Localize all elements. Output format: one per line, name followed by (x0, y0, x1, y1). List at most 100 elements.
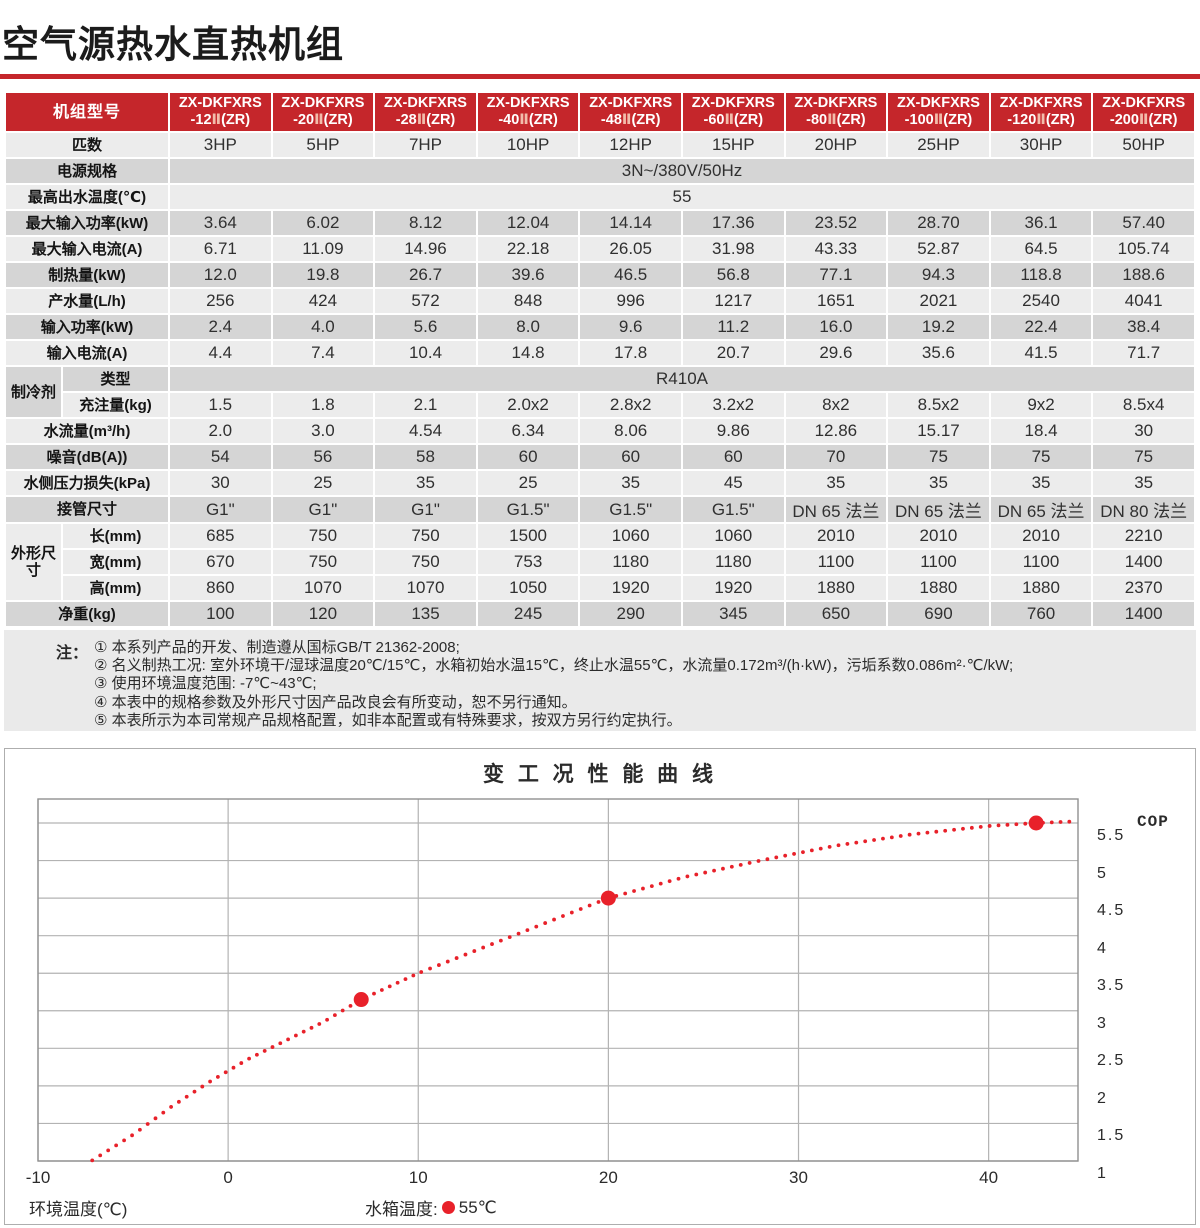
performance-chart-panel: 变 工 况 性 能 曲 线 5.5 5 4.5 4 3.5 3 2.5 2 1.5 1 COP -10… (4, 748, 1196, 1225)
value-cell: 5HP (272, 133, 374, 157)
value-cell: 860 (170, 576, 271, 600)
value-cell: 41.5 (990, 341, 1092, 365)
value-cell: G1.5" (580, 497, 681, 522)
roman-numeral: Ⅱ (314, 112, 324, 128)
value-cell: 1070 (375, 576, 476, 600)
x-tick-label: 10 (408, 1168, 428, 1187)
value-cell: 2370 (1093, 576, 1194, 600)
value-cell: 1100 (785, 550, 887, 574)
roman-numeral: Ⅱ (416, 112, 427, 128)
value-cell: DN 80 法兰 (1093, 497, 1194, 522)
y-tick-label: 1.5 (1097, 1127, 1126, 1145)
value-cell: 118.8 (990, 263, 1092, 287)
value-cell: 75 (888, 445, 989, 469)
merged-value: 3N~/380V/50Hz (170, 159, 1194, 183)
value-cell: 70 (785, 445, 887, 469)
value-cell: 12.86 (785, 419, 887, 443)
value-cell: 25 (272, 471, 374, 495)
value-cell: 20.7 (682, 341, 784, 365)
value-cell: 75 (990, 445, 1092, 469)
model-header: ZX-DKFXRS -200Ⅱ(ZR) (1093, 93, 1194, 131)
value-cell: 1050 (477, 576, 579, 600)
row-label: 水流量(m³/h) (6, 419, 169, 443)
value-cell: 15HP (682, 133, 784, 157)
value-cell: 17.36 (682, 211, 784, 235)
value-cell: 3.64 (170, 211, 271, 235)
value-cell: 54 (170, 445, 271, 469)
note-line: ① 本系列产品的开发、制造遵从国标GB/T 21362-2008; (94, 639, 460, 656)
value-cell: 26.05 (580, 237, 681, 261)
value-cell: 29.6 (785, 341, 887, 365)
roman-numeral: Ⅱ (519, 112, 529, 128)
value-cell: 345 (682, 602, 784, 626)
value-cell: 750 (272, 524, 374, 548)
value-cell: 1400 (1093, 602, 1194, 626)
notes-panel: 注： ① 本系列产品的开发、制造遵从国标GB/T 21362-2008; ② 名义… (4, 630, 1196, 731)
value-cell: 4.4 (170, 341, 271, 365)
roman-numeral: Ⅱ (211, 112, 222, 128)
value-cell: DN 65 法兰 (888, 497, 989, 522)
value-cell: 120 (272, 602, 374, 626)
value-cell: 26.7 (375, 263, 476, 287)
value-cell: 22.4 (990, 315, 1092, 339)
row-label: 输入功率(kW) (6, 315, 169, 339)
model-header: ZX-DKFXRS -28Ⅱ(ZR) (375, 93, 476, 131)
value-cell: 94.3 (888, 263, 989, 287)
x-tick-label: 40 (979, 1168, 999, 1187)
y-axis-title: COP (1137, 813, 1169, 831)
row-label: 净重(kg) (6, 602, 169, 626)
value-cell: 35 (785, 471, 887, 495)
value-cell: 1060 (580, 524, 681, 548)
value-cell: 12.0 (170, 263, 271, 287)
value-cell: 30 (170, 471, 271, 495)
value-cell: G1.5" (477, 497, 579, 522)
value-cell: 35 (990, 471, 1092, 495)
value-cell: 4041 (1093, 289, 1194, 313)
x-tick-label: 30 (789, 1168, 808, 1187)
value-cell: 36.1 (990, 211, 1092, 235)
legend-value: 55℃ (458, 1197, 497, 1217)
row-label: 产水量(L/h) (6, 289, 169, 313)
value-cell: 2021 (888, 289, 989, 313)
value-cell: 16.0 (785, 315, 887, 339)
value-cell: 6.02 (272, 211, 374, 235)
value-cell: 56.8 (682, 263, 784, 287)
value-cell: 56 (272, 445, 374, 469)
row-label: 输入电流(A) (6, 341, 169, 365)
value-cell: 5.6 (375, 315, 476, 339)
row-label: 高(mm) (63, 576, 169, 600)
value-cell: 1180 (682, 550, 784, 574)
value-cell: 1100 (990, 550, 1092, 574)
value-cell: 10HP (477, 133, 579, 157)
value-cell: 2.4 (170, 315, 271, 339)
value-cell: 45 (682, 471, 784, 495)
value-cell: 30 (1093, 419, 1194, 443)
value-cell: 71.7 (1093, 341, 1194, 365)
spec-table: 机组型号 ZX-DKFXRS -12Ⅱ(ZR) ZX-DKFXRS -20Ⅱ(ZR) ZX… (4, 91, 1196, 628)
y-tick-label: 4 (1097, 939, 1108, 957)
value-cell: 848 (477, 289, 579, 313)
value-cell: 2210 (1093, 524, 1194, 548)
value-cell: 30HP (990, 133, 1092, 157)
value-cell: 35 (580, 471, 681, 495)
y-tick-label: 5.5 (1097, 827, 1126, 844)
y-tick-label: 3 (1097, 1014, 1108, 1032)
value-cell: 35 (375, 471, 476, 495)
value-cell: 7.4 (272, 341, 374, 365)
cop-curve-chart (37, 798, 1079, 1163)
value-cell: 11.2 (682, 315, 784, 339)
value-cell: 135 (375, 602, 476, 626)
value-cell: 690 (888, 602, 989, 626)
value-cell: 14.96 (375, 237, 476, 261)
value-cell: 52.87 (888, 237, 989, 261)
row-label: 制热量(kW) (6, 263, 169, 287)
value-cell: 9.86 (682, 419, 784, 443)
value-cell: DN 65 法兰 (990, 497, 1092, 522)
value-cell: 2.0x2 (477, 393, 579, 417)
value-cell: 753 (477, 550, 579, 574)
value-cell: 11.09 (272, 237, 374, 261)
note-line: ⑤ 本表所示为本司常规产品规格配置，如非本配置或有特殊要求，按双方另行约定执行。 (94, 711, 682, 729)
value-cell: 8.5x2 (888, 393, 989, 417)
merged-value: 55 (170, 185, 1194, 209)
